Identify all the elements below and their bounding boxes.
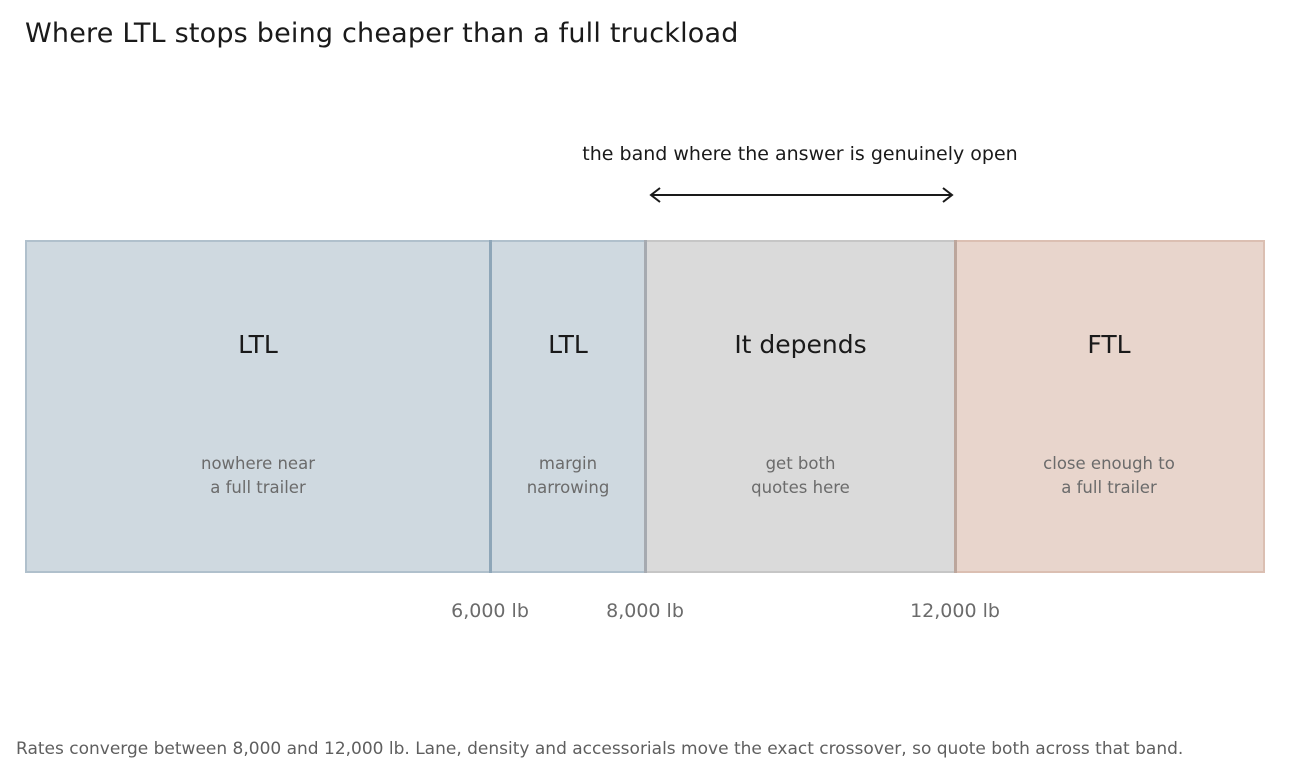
threshold-line-6000	[489, 240, 492, 573]
threshold-line-8000	[644, 240, 647, 573]
threshold-label-12000: 12,000 lb	[910, 600, 1000, 622]
threshold-line-12000	[954, 240, 957, 573]
footer-caption: Rates converge between 8,000 and 12,000 …	[16, 739, 1184, 759]
threshold-label-8000: 8,000 lb	[606, 600, 684, 622]
double-arrow-icon	[649, 187, 954, 203]
band-ltl-far: LTL nowhere near a full trailer	[25, 240, 491, 573]
threshold-label-6000: 6,000 lb	[451, 600, 529, 622]
band-label: LTL	[548, 330, 588, 359]
band-ltl-narrowing: LTL margin narrowing	[490, 240, 646, 573]
band-label: It depends	[734, 330, 867, 359]
page-title: Where LTL stops being cheaper than a ful…	[25, 18, 739, 49]
band-description: nowhere near a full trailer	[201, 454, 315, 497]
band-it-depends: It depends get both quotes here	[645, 240, 956, 573]
annotation-text: the band where the answer is genuinely o…	[582, 143, 1018, 165]
band-description: get both quotes here	[751, 454, 850, 497]
band-description: margin narrowing	[526, 454, 610, 497]
band-ftl: FTL close enough to a full trailer	[955, 240, 1265, 573]
band-label: LTL	[238, 330, 278, 359]
band-label: FTL	[1087, 330, 1131, 359]
band-description: close enough to a full trailer	[1043, 454, 1175, 497]
